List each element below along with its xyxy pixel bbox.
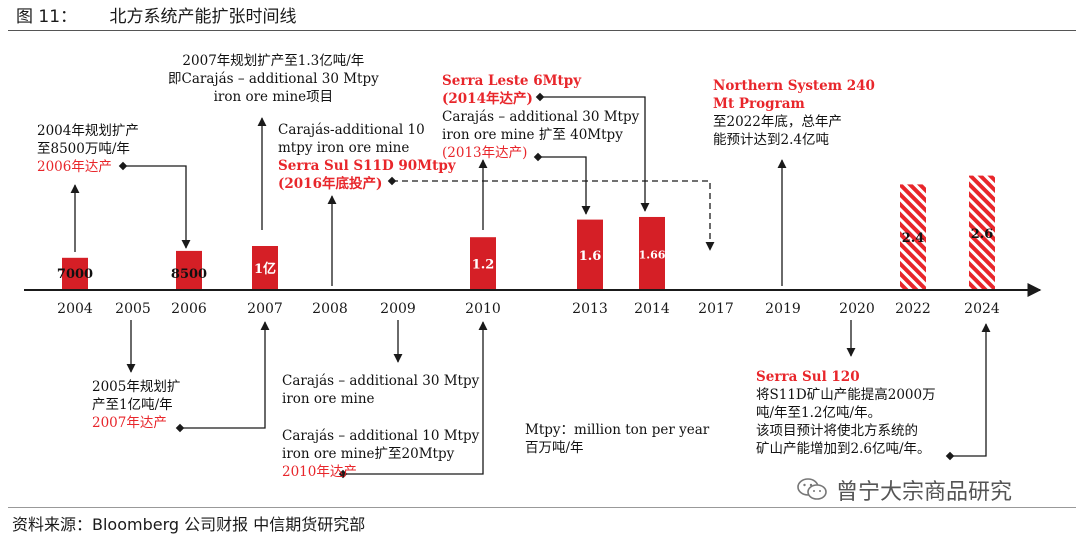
annotation-2010-line-2: iron ore mine扩至20Mtpy (282, 446, 455, 462)
annotation-2020-line-3: 该项目预计将使北方系统的 (756, 423, 918, 439)
annotation-2019: Northern System 240 Mt Program 至2022年底，总… (713, 77, 875, 149)
annotation-2005-line-2: 产至1亿吨/年 (92, 397, 173, 413)
annotation-2007-line-3: iron ore mine项目 (213, 89, 334, 105)
annotation-2007-line-1: 2007年规划扩产至1.3亿吨/年 (182, 53, 365, 69)
x-tick-2022: 2022 (895, 301, 931, 317)
arrow-2014-connector (540, 96, 650, 212)
annotation-2009-line-2: iron ore mine (282, 391, 375, 407)
annotation-2013-line-2: iron ore mine 扩至 40Mtpy (442, 127, 623, 143)
annotation-2005-red: 2007年达产 (92, 415, 167, 431)
diamond-2016 (387, 176, 397, 186)
bar-label-2010: 1.2 (472, 258, 495, 273)
annotation-2007-line-2: 即Carajás – additional 30 Mtpy (168, 71, 379, 87)
x-tick-2019: 2019 (765, 301, 801, 317)
annotation-2004-line-2: 至8500万吨/年 (37, 141, 130, 157)
annotation-2020-line-2: 吨/年至1.2亿吨/年。 (756, 405, 882, 421)
annotation-2019-red-2: Mt Program (713, 96, 805, 112)
x-tick-2017: 2017 (698, 301, 734, 317)
bar-label-2013: 1.6 (579, 249, 602, 264)
annotation-2013-red-1: Serra Leste 6Mtpy (442, 73, 582, 89)
top-rule (8, 30, 1076, 31)
annotation-2004-red: 2006年达产 (37, 159, 112, 175)
watermark: 曾宁大宗商品研究 (836, 480, 1013, 505)
annotation-2008-top: Carajás-additional 10 mtpy iron ore mine… (278, 121, 456, 193)
arrow-2006-connector (123, 165, 191, 249)
annotation-2013: Serra Leste 6Mtpy (2014年达产) Carajás – ad… (442, 72, 639, 162)
wechat-icon (797, 478, 827, 500)
annotation-2009-line-1: Carajás – additional 30 Mtpy (282, 373, 480, 389)
bar-2013 (577, 219, 603, 290)
arrow-2016-dashed (392, 180, 715, 251)
x-tick-2009: 2009 (380, 301, 416, 317)
x-tick-2004: 2004 (57, 301, 93, 317)
annotation-2008-red-2: (2016年底投产) (278, 176, 383, 192)
bottom-rule (8, 507, 1076, 508)
annotation-2019-red-1: Northern System 240 (713, 78, 875, 94)
x-tick-2014: 2014 (634, 301, 670, 317)
source-note: 资料来源：Bloomberg 公司财报 中信期货研究部 (12, 515, 366, 534)
diamond-2024 (945, 451, 955, 461)
x-tick-2008: 2008 (312, 301, 348, 317)
x-tick-2007: 2007 (247, 301, 283, 317)
arrow-2010-connector (343, 321, 488, 475)
annotation-2019-line-1: 至2022年底，总年产 (713, 114, 842, 130)
annotation-2008-line-2: mtpy iron ore mine (278, 140, 410, 156)
annotation-2005-line-1: 2005年规划扩 (92, 379, 181, 395)
annotation-2013-line-1: Carajás – additional 30 Mtpy (442, 109, 640, 125)
bar-2022 (900, 184, 926, 290)
annotation-2020-line-4: 矿山产能增加到2.6亿吨/年。 (756, 441, 931, 457)
arrow-2013-connector (538, 156, 591, 215)
bar-2007 (252, 246, 278, 290)
diamond-2006 (118, 161, 128, 171)
annotation-2013-red-2: (2014年达产) (442, 91, 533, 107)
unit-note-line-1: Mtpy：million ton per year (525, 422, 710, 438)
annotation-2004-line-1: 2004年规划扩产 (37, 123, 139, 139)
unit-note-line-2: 百万吨/年 (525, 440, 584, 456)
annotation-2019-line-2: 能预计达到2.4亿吨 (713, 132, 829, 148)
bar-label-2006: 8500 (171, 267, 207, 282)
annotation-2010-red: 2010年达产 (282, 464, 357, 480)
arrow-2007-connector (180, 321, 270, 429)
annotation-2013-red-3: (2013年达产) (442, 145, 528, 161)
diamond-2010 (338, 469, 348, 479)
diamond-2007 (175, 423, 185, 433)
bar-2024 (969, 175, 995, 290)
annotation-2004: 2004年规划扩产 至8500万吨/年 2006年达产 (37, 122, 139, 176)
bar-label-2024: 2.6 (971, 227, 994, 242)
bar-2014 (639, 216, 665, 290)
x-tick-2020: 2020 (839, 301, 875, 317)
bar-2010 (470, 237, 496, 290)
bar-label-2014: 1.66 (639, 248, 666, 261)
bar-label-2022: 2.4 (902, 231, 925, 246)
annotation-2020-red: Serra Sul 120 (756, 369, 860, 385)
figure-title: 图 11： 北方系统产能扩张时间线 (16, 7, 297, 27)
x-tick-2005: 2005 (115, 301, 151, 317)
annotation-2008-red-1: Serra Sul S11D 90Mtpy (278, 158, 456, 174)
annotation-2020: Serra Sul 120 将S11D矿山产能提高2000万 吨/年至1.2亿吨… (756, 368, 936, 458)
bar-2006 (176, 250, 202, 290)
annotation-2009: Carajás – additional 30 Mtpy iron ore mi… (282, 372, 479, 408)
annotation-2010-line-1: Carajás – additional 10 Mtpy (282, 428, 480, 444)
annotation-2008-line-1: Carajás-additional 10 (278, 122, 425, 138)
arrow-2024-connector (950, 323, 991, 457)
x-tick-2024: 2024 (964, 301, 1000, 317)
bar-label-2004: 7000 (57, 267, 93, 282)
annotation-2005: 2005年规划扩 产至1亿吨/年 2007年达产 (92, 378, 180, 432)
bar-2004 (62, 257, 88, 290)
x-tick-2013: 2013 (572, 301, 608, 317)
annotation-2007-top: 2007年规划扩产至1.3亿吨/年 即Carajás – additional … (168, 52, 379, 106)
annotation-2010: Carajás – additional 10 Mtpy iron ore mi… (282, 427, 479, 481)
x-tick-2010: 2010 (465, 301, 501, 317)
bar-label-2007: 1亿 (254, 261, 276, 277)
unit-note: Mtpy：million ton per year 百万吨/年 (525, 421, 709, 457)
annotation-2020-line-1: 将S11D矿山产能提高2000万 (756, 387, 936, 403)
x-tick-2006: 2006 (171, 301, 207, 317)
